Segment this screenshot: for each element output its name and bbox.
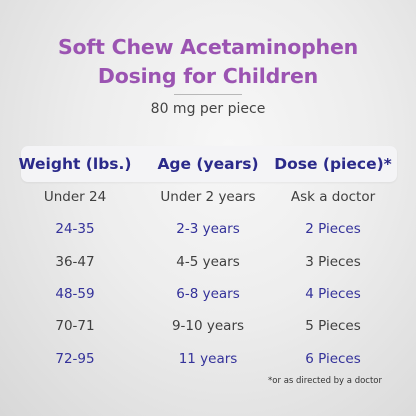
age-cell: 11 years: [178, 351, 238, 367]
weight-cell: 24-35: [55, 221, 95, 237]
dose-cell: 4 Pieces: [305, 286, 361, 302]
age-cell: Under 2 years: [160, 189, 256, 205]
table-row: 72-95 11 years 6 Pieces: [0, 349, 416, 369]
table-row: 24-35 2-3 years 2 Pieces: [0, 219, 416, 239]
dose-cell: Ask a doctor: [290, 189, 376, 205]
age-cell: 2-3 years: [176, 221, 240, 237]
title-line-1: Soft Chew Acetaminophen: [57, 35, 359, 59]
title-divider: [174, 94, 242, 95]
weight-cell: 48-59: [55, 286, 95, 302]
table-row: 70-71 9-10 years 5 Pieces: [0, 316, 416, 336]
title-line-2: Dosing for Children: [97, 64, 319, 88]
subtitle: 80 mg per piece: [150, 101, 266, 117]
age-cell: 4-5 years: [176, 254, 240, 270]
table-row: 48-59 6-8 years 4 Pieces: [0, 284, 416, 304]
weight-cell: 36-47: [55, 254, 95, 270]
header-weight: Weight (lbs.): [18, 155, 132, 173]
footnote: *or as directed by a doctor: [268, 376, 382, 386]
weight-cell: 72-95: [55, 351, 95, 367]
age-cell: 9-10 years: [171, 318, 245, 334]
table-row: 36-47 4-5 years 3 Pieces: [0, 252, 416, 272]
age-cell: 6-8 years: [176, 286, 240, 302]
table-row: Under 24 Under 2 years Ask a doctor: [0, 187, 416, 207]
weight-cell: 70-71: [55, 318, 95, 334]
header-dose: Dose (piece)*: [274, 155, 392, 173]
table-header: Weight (lbs.) Age (years) Dose (piece)*: [18, 146, 397, 182]
dose-cell: 3 Pieces: [305, 254, 361, 270]
page-title: Soft Chew Acetaminophen Dosing for Child…: [0, 33, 416, 91]
header-age: Age (years): [157, 155, 259, 173]
weight-cell: Under 24: [43, 189, 107, 205]
dose-cell: 6 Pieces: [305, 351, 361, 367]
dose-cell: 2 Pieces: [305, 221, 361, 237]
dose-cell: 5 Pieces: [305, 318, 361, 334]
